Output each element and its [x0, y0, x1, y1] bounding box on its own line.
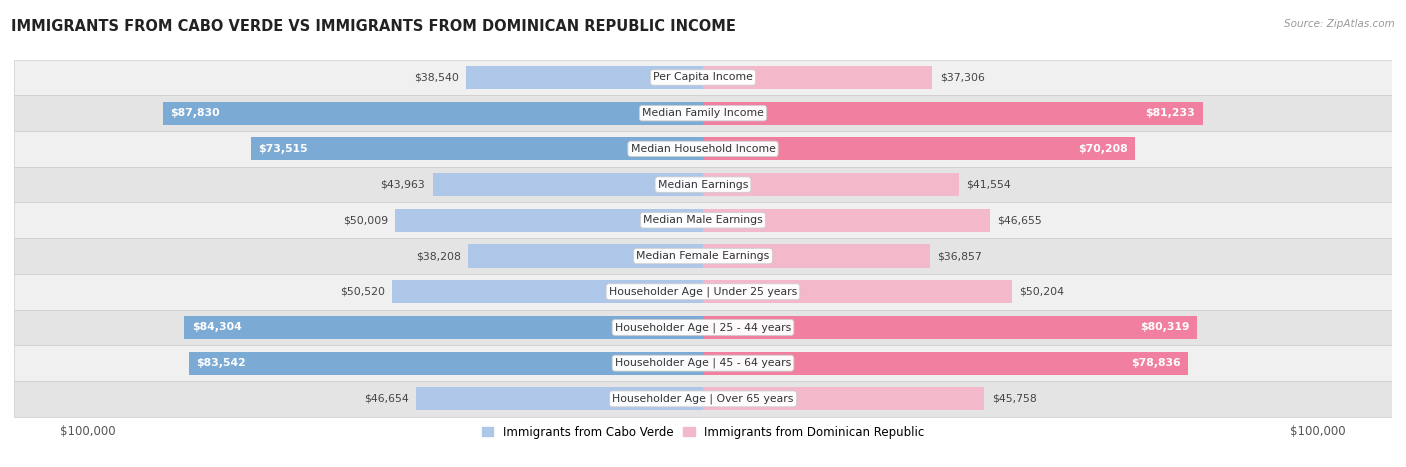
Text: $37,306: $37,306	[939, 72, 984, 83]
Bar	[184, 316, 703, 339]
Bar	[416, 387, 703, 410]
Text: $41,554: $41,554	[966, 180, 1011, 190]
FancyBboxPatch shape	[14, 131, 1392, 167]
Bar	[703, 209, 990, 232]
FancyBboxPatch shape	[14, 167, 1392, 203]
FancyBboxPatch shape	[14, 238, 1392, 274]
Text: Source: ZipAtlas.com: Source: ZipAtlas.com	[1284, 19, 1395, 28]
Bar	[465, 66, 703, 89]
Text: $50,204: $50,204	[1019, 287, 1064, 297]
Bar	[703, 173, 959, 196]
Text: $87,830: $87,830	[170, 108, 219, 118]
FancyBboxPatch shape	[14, 345, 1392, 381]
Text: $70,208: $70,208	[1078, 144, 1128, 154]
Text: $46,655: $46,655	[997, 215, 1042, 225]
Bar	[468, 244, 703, 268]
Bar	[190, 352, 703, 375]
Text: $38,208: $38,208	[416, 251, 461, 261]
Legend: Immigrants from Cabo Verde, Immigrants from Dominican Republic: Immigrants from Cabo Verde, Immigrants f…	[477, 421, 929, 444]
Text: $81,233: $81,233	[1146, 108, 1195, 118]
Text: Householder Age | Under 25 years: Householder Age | Under 25 years	[609, 286, 797, 297]
Text: $38,540: $38,540	[413, 72, 458, 83]
FancyBboxPatch shape	[14, 274, 1392, 310]
Text: $80,319: $80,319	[1140, 322, 1189, 333]
FancyBboxPatch shape	[14, 203, 1392, 238]
Bar	[703, 66, 932, 89]
Text: $46,654: $46,654	[364, 394, 409, 404]
Text: $84,304: $84,304	[191, 322, 242, 333]
Bar	[703, 280, 1012, 304]
Text: Median Male Earnings: Median Male Earnings	[643, 215, 763, 225]
Bar	[703, 137, 1135, 161]
Bar	[703, 316, 1197, 339]
Text: $50,009: $50,009	[343, 215, 388, 225]
Text: $36,857: $36,857	[936, 251, 981, 261]
FancyBboxPatch shape	[14, 95, 1392, 131]
Text: Householder Age | 25 - 44 years: Householder Age | 25 - 44 years	[614, 322, 792, 333]
FancyBboxPatch shape	[14, 60, 1392, 95]
Text: $78,836: $78,836	[1130, 358, 1181, 368]
Text: Householder Age | Over 65 years: Householder Age | Over 65 years	[612, 394, 794, 404]
Text: Median Earnings: Median Earnings	[658, 180, 748, 190]
Bar	[703, 387, 984, 410]
Bar	[433, 173, 703, 196]
Text: $73,515: $73,515	[259, 144, 308, 154]
Bar	[703, 244, 929, 268]
Text: $45,758: $45,758	[991, 394, 1036, 404]
Text: IMMIGRANTS FROM CABO VERDE VS IMMIGRANTS FROM DOMINICAN REPUBLIC INCOME: IMMIGRANTS FROM CABO VERDE VS IMMIGRANTS…	[11, 19, 737, 34]
Text: Per Capita Income: Per Capita Income	[652, 72, 754, 83]
Bar	[163, 101, 703, 125]
FancyBboxPatch shape	[14, 310, 1392, 345]
Text: $50,520: $50,520	[340, 287, 385, 297]
Bar	[703, 101, 1202, 125]
Text: $43,963: $43,963	[381, 180, 425, 190]
Bar	[395, 209, 703, 232]
Text: Householder Age | 45 - 64 years: Householder Age | 45 - 64 years	[614, 358, 792, 368]
FancyBboxPatch shape	[14, 381, 1392, 417]
Bar	[250, 137, 703, 161]
Text: Median Family Income: Median Family Income	[643, 108, 763, 118]
Text: $83,542: $83,542	[197, 358, 246, 368]
Text: Median Female Earnings: Median Female Earnings	[637, 251, 769, 261]
Bar	[392, 280, 703, 304]
Bar	[703, 352, 1188, 375]
Text: Median Household Income: Median Household Income	[630, 144, 776, 154]
